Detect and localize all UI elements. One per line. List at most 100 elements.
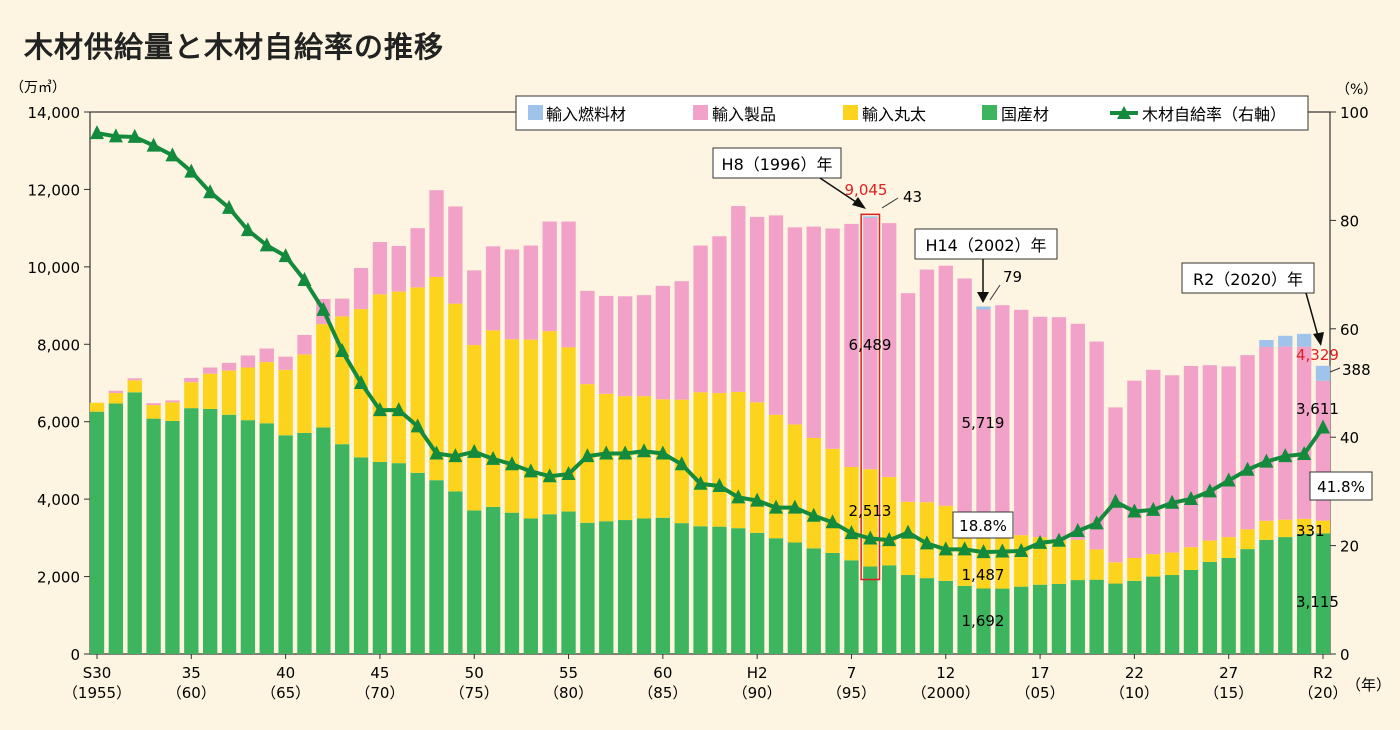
bar-logs xyxy=(523,339,538,519)
bar-products xyxy=(353,268,369,310)
bar-domestic xyxy=(919,578,935,654)
bar-logs xyxy=(995,526,1010,589)
legend-label-fuel: 輸入燃料材 xyxy=(546,105,626,124)
rate-marker xyxy=(429,445,444,460)
bar-logs xyxy=(731,391,746,529)
rate-marker xyxy=(674,456,689,471)
rate-marker xyxy=(222,199,237,214)
bar-products xyxy=(1221,366,1236,538)
r2-arrow xyxy=(1305,292,1319,337)
bar-products xyxy=(1296,346,1312,519)
bar-domestic xyxy=(184,408,199,654)
bar-products xyxy=(278,356,293,370)
x-unit: （年） xyxy=(1346,676,1391,694)
y-right-tick-label: 20 xyxy=(1340,538,1359,556)
bar-logs xyxy=(712,393,727,527)
rate-marker xyxy=(976,544,991,559)
bar-products xyxy=(146,403,161,406)
x-tick-label: 55 xyxy=(559,664,578,682)
bar-domestic xyxy=(542,514,557,654)
bar-domestic xyxy=(1259,539,1274,654)
bar-domestic xyxy=(1051,583,1067,654)
rate-marker xyxy=(335,343,350,358)
bar-logs xyxy=(316,324,331,428)
bar-products xyxy=(768,215,784,415)
y-right-unit: （%） xyxy=(1336,82,1377,98)
r2-label-box xyxy=(1181,262,1315,294)
bar-domestic xyxy=(938,580,953,654)
bar-domestic xyxy=(995,588,1010,654)
rate-marker xyxy=(1014,543,1029,558)
bar-domestic xyxy=(146,418,161,654)
x-tick-label: 22 xyxy=(1125,664,1144,682)
bar-products xyxy=(1278,346,1293,520)
x-tick-label: 45 xyxy=(370,664,389,682)
bar-products xyxy=(504,249,520,340)
h8-highlight-box xyxy=(860,213,881,581)
x-tick-label: 27 xyxy=(1219,664,1238,682)
bar-domestic xyxy=(636,518,652,654)
bar-domestic xyxy=(561,511,576,654)
r2-total-label: 4,329 xyxy=(1296,346,1339,364)
bar-logs xyxy=(467,345,482,511)
rate-marker xyxy=(1089,515,1104,530)
bar-domestic xyxy=(1221,557,1236,654)
rate-marker xyxy=(655,445,670,460)
bar-products xyxy=(863,217,878,470)
rate-marker xyxy=(259,237,274,252)
y-right-tick-label: 80 xyxy=(1340,212,1359,230)
bar-logs xyxy=(882,477,897,566)
r2-label: R2（2020）年 xyxy=(1193,270,1303,289)
bar-fuel xyxy=(863,216,878,218)
rate-marker xyxy=(1202,483,1217,498)
bar-logs xyxy=(1108,562,1123,584)
bar-logs xyxy=(636,396,652,519)
r2-rate-box xyxy=(1309,471,1373,501)
bar-logs xyxy=(372,294,388,462)
h8-logs-label: 2,513 xyxy=(849,502,892,520)
bar-products xyxy=(485,246,501,331)
bar-logs xyxy=(1315,520,1331,534)
bar-domestic xyxy=(825,552,840,654)
h14-rate-label: 18.8% xyxy=(959,517,1007,535)
bar-products xyxy=(372,242,388,295)
rate-marker xyxy=(165,147,180,162)
bar-products xyxy=(561,221,576,348)
bar-logs xyxy=(448,303,463,492)
bar-products xyxy=(976,309,991,531)
h14-domestic-label: 1,692 xyxy=(962,612,1005,630)
rate-marker xyxy=(278,248,293,263)
bar-logs xyxy=(1202,540,1217,562)
bar-domestic xyxy=(655,517,671,654)
bar-logs xyxy=(278,369,293,436)
bar-domestic xyxy=(1108,583,1123,654)
bar-products xyxy=(825,228,840,449)
bar-domestic xyxy=(674,523,689,654)
bar-logs xyxy=(165,402,180,421)
y-left-tick-label: 12,000 xyxy=(28,181,81,199)
chart-title: 木材供給量と木材自給率の推移 xyxy=(24,30,445,64)
y-left-tick-label: 14,000 xyxy=(28,104,81,122)
bar-domestic xyxy=(523,518,538,654)
bar-products xyxy=(749,216,765,403)
x-tick-label: 17 xyxy=(1031,664,1050,682)
rate-marker xyxy=(1278,448,1293,463)
bar-domestic xyxy=(844,560,859,654)
plot-frame xyxy=(89,111,1331,655)
bar-products xyxy=(806,226,821,438)
bar-domestic xyxy=(89,411,105,654)
h8-arrowhead xyxy=(852,197,866,209)
bar-products xyxy=(580,290,595,385)
bar-logs xyxy=(89,402,105,412)
y-left-unit: （万㎥） xyxy=(10,80,66,96)
bar-logs xyxy=(429,276,444,481)
r2-rate-label: 41.8% xyxy=(1317,478,1365,496)
legend-label-rate: 木材自給率（右軸） xyxy=(1142,105,1286,124)
rate-marker xyxy=(108,128,123,143)
y-right-tick-label: 0 xyxy=(1340,646,1350,664)
h8-fuel-leader xyxy=(881,197,899,209)
bar-products xyxy=(165,400,180,403)
rate-marker xyxy=(863,530,878,545)
rate-marker xyxy=(127,128,142,143)
legend-label-products: 輸入製品 xyxy=(712,105,776,124)
